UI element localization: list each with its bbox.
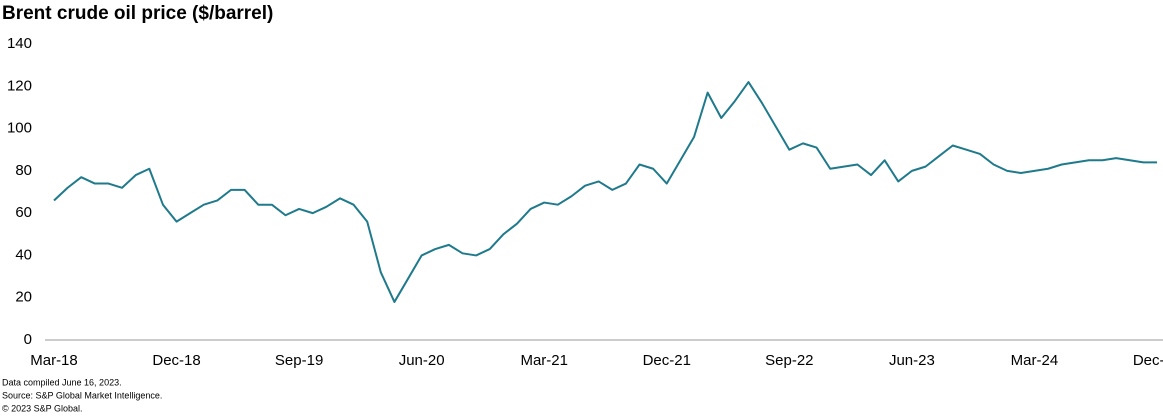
y-tick-label: 140 bbox=[7, 35, 32, 52]
x-tick-label: Jun-23 bbox=[889, 352, 935, 369]
x-tick-label: Jun-20 bbox=[399, 352, 445, 369]
x-tick-label: Dec-18 bbox=[152, 352, 200, 369]
x-tick-label: Mar-21 bbox=[520, 352, 568, 369]
chart-title: Brent crude oil price ($/barrel) bbox=[2, 3, 273, 24]
footnote: © 2023 S&P Global. bbox=[2, 403, 83, 413]
footnote: Data compiled June 16, 2023. bbox=[2, 377, 122, 387]
x-tick-label: Dec-21 bbox=[643, 352, 691, 369]
footnote: Source: S&P Global Market Intelligence. bbox=[2, 390, 162, 400]
y-tick-label: 100 bbox=[7, 120, 32, 137]
y-tick-label: 80 bbox=[15, 162, 32, 179]
y-tick-label: 40 bbox=[15, 246, 32, 263]
x-tick-label: Sep-19 bbox=[275, 352, 323, 369]
y-tick-label: 60 bbox=[15, 204, 32, 221]
y-tick-label: 20 bbox=[15, 289, 32, 306]
x-tick-label: Mar-18 bbox=[30, 352, 78, 369]
data-line bbox=[53, 81, 1157, 303]
x-tick-label: Mar-24 bbox=[1011, 352, 1059, 369]
y-tick-label: 0 bbox=[24, 331, 32, 348]
x-tick-label: Dec-24 bbox=[1133, 352, 1163, 369]
y-tick-label: 120 bbox=[7, 77, 32, 94]
x-tick-label: Sep-22 bbox=[765, 352, 813, 369]
